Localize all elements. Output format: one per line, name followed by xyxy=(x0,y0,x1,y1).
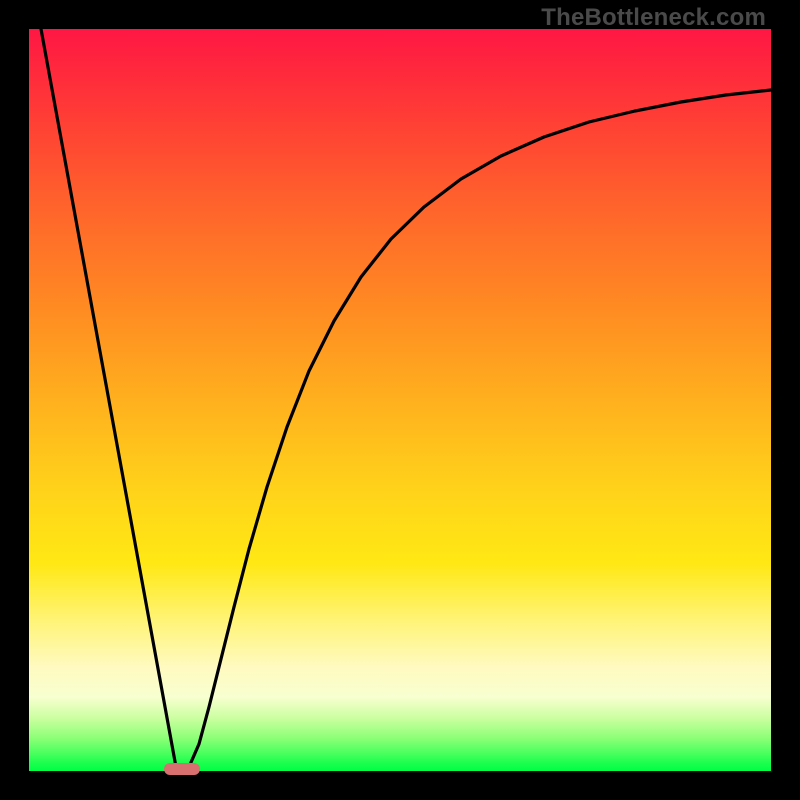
watermark-text: TheBottleneck.com xyxy=(541,4,766,32)
curve-right-asymptote xyxy=(189,90,771,767)
minimum-marker xyxy=(164,763,200,775)
chart-frame: TheBottleneck.com xyxy=(0,0,800,800)
plot-area xyxy=(29,29,771,771)
curve-left-descent xyxy=(41,29,176,767)
curve-layer xyxy=(29,29,771,771)
